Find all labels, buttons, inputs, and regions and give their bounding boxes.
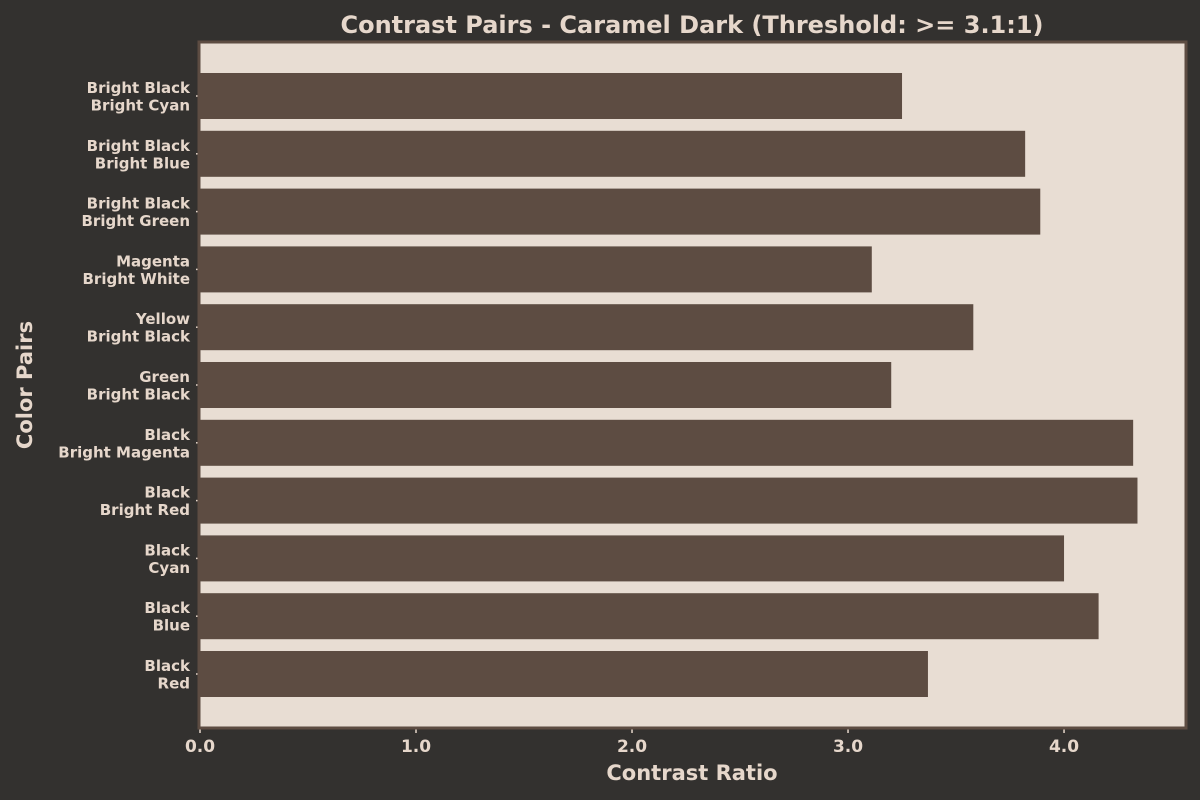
y-tick-label-line: Bright White bbox=[83, 270, 191, 288]
y-tick-label-line: Bright Black bbox=[87, 195, 191, 213]
y-tick-label-line: Bright Blue bbox=[95, 154, 190, 172]
y-tick-label-1: Bright Black Bright Blue bbox=[87, 137, 191, 173]
bar-0 bbox=[200, 73, 903, 119]
y-tick-label-line: Black bbox=[144, 657, 191, 675]
y-tick-label-5: Green Bright Black bbox=[87, 368, 191, 404]
y-axis-label: Color Pairs bbox=[13, 321, 37, 449]
y-tick-label-line: Bright Black bbox=[87, 386, 191, 404]
y-tick-label-0: Bright Black Bright Cyan bbox=[87, 79, 191, 115]
bar-7 bbox=[200, 477, 1138, 524]
y-tick-label-8: Black Cyan bbox=[144, 541, 191, 577]
y-tick-label-line: Blue bbox=[153, 617, 190, 635]
bar-6 bbox=[200, 419, 1134, 466]
y-tick-label-line: Magenta bbox=[116, 252, 190, 270]
bars-group bbox=[200, 73, 1138, 697]
bar-2 bbox=[200, 188, 1041, 235]
bar-5 bbox=[200, 362, 892, 408]
y-tick-label-line: Bright Magenta bbox=[58, 443, 190, 461]
y-tick-label-line: Cyan bbox=[148, 559, 190, 577]
y-tick-label-9: Black Blue bbox=[144, 599, 191, 635]
y-tick-label-line: Bright Red bbox=[100, 501, 190, 519]
x-tick-label-0: 0.0 bbox=[185, 737, 215, 757]
plot-frame bbox=[197, 40, 1188, 730]
y-tick-label-line: Black bbox=[144, 599, 191, 617]
y-tick-label-line: Green bbox=[139, 368, 190, 386]
y-tick-label-4: Yellow Bright Black bbox=[87, 310, 191, 346]
x-tick-label-2: 2.0 bbox=[617, 737, 647, 757]
y-tick-label-line: Black bbox=[144, 484, 191, 502]
y-tick-label-line: Bright Black bbox=[87, 137, 191, 155]
x-axis-ticks: 0.0 1.0 2.0 3.0 4.0 bbox=[185, 728, 1079, 757]
x-tick-label-3: 3.0 bbox=[833, 737, 863, 757]
x-tick-label-1: 1.0 bbox=[401, 737, 431, 757]
bar-8 bbox=[200, 535, 1065, 582]
y-tick-label-line: Bright Black bbox=[87, 328, 191, 346]
y-tick-label-line: Red bbox=[158, 675, 190, 693]
y-tick-label-line: Bright Black bbox=[87, 79, 191, 97]
bar-1 bbox=[200, 130, 1026, 177]
chart-title: Contrast Pairs - Caramel Dark (Threshold… bbox=[340, 11, 1043, 39]
y-tick-label-line: Bright Green bbox=[81, 212, 190, 230]
y-tick-label-2: Bright Black Bright Green bbox=[81, 195, 191, 231]
y-tick-label-line: Yellow bbox=[135, 310, 190, 328]
y-tick-label-6: Black Bright Magenta bbox=[58, 426, 191, 462]
bar-3 bbox=[200, 246, 872, 293]
y-tick-label-7: Black Bright Red bbox=[100, 484, 191, 519]
y-tick-label-10: Black Red bbox=[144, 657, 191, 693]
y-tick-label-line: Black bbox=[144, 426, 191, 444]
x-tick-label-4: 4.0 bbox=[1049, 737, 1079, 757]
y-tick-label-line: Bright Cyan bbox=[91, 97, 190, 115]
y-tick-label-3: Magenta Bright White bbox=[83, 252, 191, 288]
x-axis-label: Contrast Ratio bbox=[606, 761, 777, 785]
bar-10 bbox=[200, 651, 928, 697]
bar-9 bbox=[200, 593, 1099, 640]
bar-4 bbox=[200, 304, 974, 351]
y-tick-label-line: Black bbox=[144, 541, 191, 559]
